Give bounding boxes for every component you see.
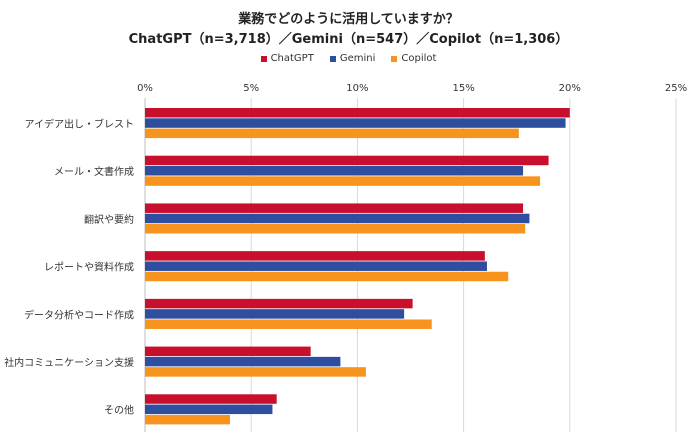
category-label: メール・文書作成	[54, 165, 134, 178]
x-tick-label: 20%	[559, 83, 581, 94]
legend-item-chatgpt: ChatGPT	[260, 53, 314, 64]
category-label: 社内コミュニケーション支援	[4, 356, 134, 369]
bar-gemini	[145, 261, 487, 271]
legend-label-copilot: Copilot	[401, 53, 437, 64]
bar-gemini	[145, 404, 273, 415]
bar-copilot	[145, 414, 230, 425]
bar-gemini	[145, 213, 530, 224]
bar-gemini	[145, 309, 405, 319]
bar-gemini	[145, 356, 341, 367]
x-tick-label: 5%	[243, 83, 259, 94]
bar-gemini	[145, 166, 524, 176]
bar-chatgpt	[145, 108, 570, 118]
bar-gemini	[145, 118, 566, 128]
legend-swatch-copilot	[391, 55, 398, 62]
x-tick-label: 0%	[137, 83, 153, 94]
category-label: データ分析やコード作成	[24, 308, 134, 321]
bar-copilot	[145, 319, 432, 329]
bar-copilot	[145, 128, 519, 139]
legend-item-copilot: Copilot	[391, 53, 436, 64]
x-tick-label: 25%	[665, 83, 687, 94]
bar-copilot	[145, 367, 366, 377]
category-label: その他	[104, 404, 134, 417]
legend-label-gemini: Gemini	[339, 53, 376, 64]
legend-label-chatgpt: ChatGPT	[270, 53, 314, 64]
chart-title: 業務でどのように活用していますか？	[238, 12, 459, 27]
bar-chatgpt	[145, 203, 524, 213]
x-tick-label: 15%	[452, 83, 474, 94]
bar-copilot	[145, 176, 541, 186]
bar-chatgpt	[145, 298, 413, 309]
x-tick-label: 10%	[346, 83, 368, 94]
bar-chatgpt	[145, 346, 311, 357]
bar-chatgpt	[145, 251, 485, 261]
legend-swatch-gemini	[329, 55, 336, 62]
legend-item-gemini: Gemini	[329, 53, 376, 64]
bar-copilot	[145, 224, 526, 234]
chart-legend: ChatGPT Gemini Copilot	[0, 53, 697, 64]
bar-chatgpt	[145, 155, 549, 166]
category-label: アイデア出し・ブレスト	[25, 117, 135, 130]
category-label: 翻訳や要約	[84, 213, 134, 226]
chart-subtitle: ChatGPT（n=3,718）／Gemini（n=547）／Copilot（n…	[128, 32, 569, 47]
legend-swatch-chatgpt	[260, 55, 267, 62]
category-label: レポートや資料作成	[44, 261, 134, 274]
bar-copilot	[145, 271, 509, 282]
bar-chatgpt	[145, 394, 277, 404]
